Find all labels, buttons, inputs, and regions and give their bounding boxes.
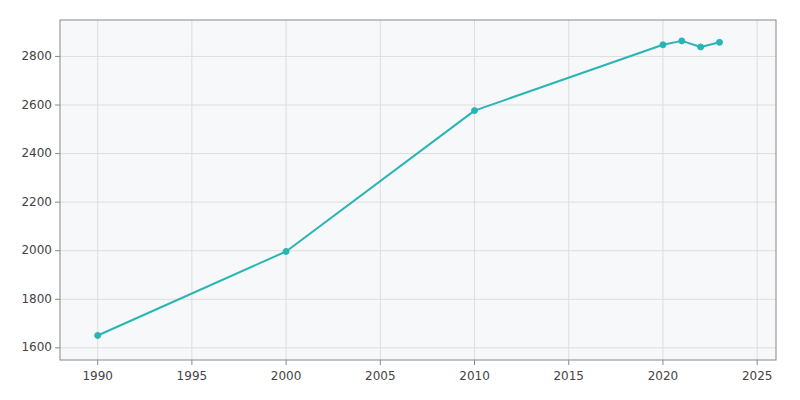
- point: [95, 332, 101, 338]
- plot-frame: [60, 20, 776, 360]
- tick-labels: 1600 1800 2000 2200 2400 2600 2800 1990 1995 2000…: [21, 49, 772, 383]
- x-grid-line: [474, 20, 475, 360]
- x-tick-label: 2020: [648, 369, 679, 383]
- x-tick-label: 2015: [553, 369, 584, 383]
- y-tick-label: 2400: [21, 146, 52, 160]
- y-grid-line: [60, 202, 776, 203]
- x-grid-line: [568, 20, 569, 360]
- y-tick: [55, 347, 60, 348]
- x-grid-line: [191, 20, 192, 360]
- y-tick: [55, 56, 60, 57]
- x-grid-line: [757, 20, 758, 360]
- x-tick-label: 2005: [365, 369, 396, 383]
- y-grid-line: [60, 56, 776, 57]
- x-tick: [662, 360, 663, 365]
- y-tick-label: 2200: [21, 195, 52, 209]
- y-tick-label: 1600: [21, 340, 52, 354]
- x-tick: [474, 360, 475, 365]
- x-grid-line: [97, 20, 98, 360]
- y-tick: [55, 250, 60, 251]
- chart-svg: 1600 1800 2000 2200 2400 2600 2800 1990 1995 2000…: [0, 0, 800, 400]
- plot-background: [60, 20, 776, 360]
- y-tick-label: 2000: [21, 243, 52, 257]
- point: [698, 44, 704, 50]
- y-tick-label: 1800: [21, 292, 52, 306]
- x-tick-label: 2010: [459, 369, 490, 383]
- x-tick-label: 1990: [82, 369, 113, 383]
- x-tick-label: 1995: [177, 369, 208, 383]
- point: [679, 38, 685, 44]
- y-grid-line: [60, 299, 776, 300]
- chart-container: 1600 1800 2000 2200 2400 2600 2800 1990 1995 2000…: [0, 0, 800, 400]
- x-tick: [191, 360, 192, 365]
- point: [660, 42, 666, 48]
- y-tick: [55, 202, 60, 203]
- point: [472, 108, 478, 114]
- point: [283, 248, 289, 254]
- y-tick: [55, 105, 60, 106]
- y-grid-line: [60, 105, 776, 106]
- x-grid-line: [662, 20, 663, 360]
- x-tick: [97, 360, 98, 365]
- point: [716, 39, 722, 45]
- x-tick: [568, 360, 569, 365]
- y-tick-label: 2800: [21, 49, 52, 63]
- x-tick-label: 2025: [742, 369, 773, 383]
- x-grid-line: [380, 20, 381, 360]
- x-grid-line: [286, 20, 287, 360]
- grid: [55, 20, 776, 365]
- x-tick: [757, 360, 758, 365]
- y-grid-line: [60, 347, 776, 348]
- y-tick-label: 2600: [21, 98, 52, 112]
- line: [98, 41, 720, 336]
- x-tick: [380, 360, 381, 365]
- data-layer: [95, 38, 723, 339]
- y-tick: [55, 299, 60, 300]
- x-tick-label: 2000: [271, 369, 302, 383]
- x-tick: [286, 360, 287, 365]
- y-grid-line: [60, 250, 776, 251]
- y-tick: [55, 153, 60, 154]
